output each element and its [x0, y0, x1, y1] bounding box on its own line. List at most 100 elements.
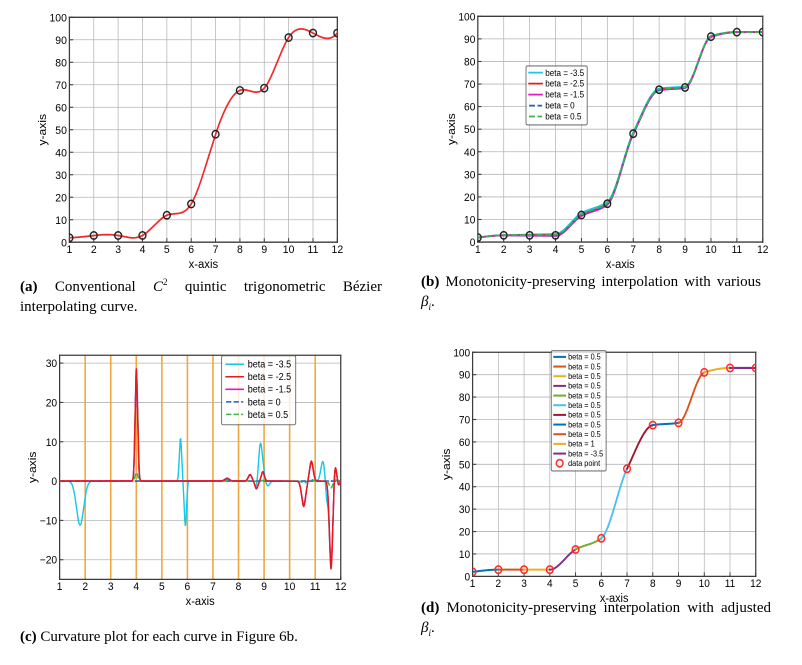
svg-text:11: 11	[308, 244, 319, 256]
svg-text:4: 4	[547, 578, 553, 591]
svg-text:90: 90	[459, 369, 470, 382]
svg-text:11: 11	[725, 578, 736, 591]
svg-text:9: 9	[261, 244, 267, 256]
svg-text:beta = 0.5: beta = 0.5	[568, 391, 601, 400]
svg-text:beta = -3.5: beta = -3.5	[248, 358, 291, 369]
svg-text:70: 70	[459, 414, 470, 427]
svg-text:9: 9	[261, 581, 267, 593]
svg-text:70: 70	[55, 80, 67, 92]
svg-text:3: 3	[108, 581, 114, 593]
svg-text:beta = 0.5: beta = 0.5	[568, 410, 601, 419]
svg-text:30: 30	[46, 358, 57, 370]
svg-text:beta = -2.5: beta = -2.5	[248, 371, 291, 382]
svg-text:5: 5	[579, 243, 585, 256]
svg-text:1: 1	[67, 244, 73, 256]
svg-text:50: 50	[55, 124, 67, 136]
svg-text:7: 7	[630, 243, 636, 256]
svg-text:5: 5	[164, 244, 170, 256]
svg-text:8: 8	[656, 243, 662, 256]
svg-text:12: 12	[335, 581, 346, 593]
svg-text:beta = 0.5: beta = 0.5	[568, 352, 601, 361]
svg-text:2: 2	[82, 581, 88, 593]
svg-text:2: 2	[496, 578, 502, 591]
svg-text:80: 80	[459, 392, 470, 405]
svg-text:50: 50	[464, 124, 475, 137]
svg-text:9: 9	[682, 243, 688, 256]
svg-text:10: 10	[459, 549, 470, 562]
svg-text:11: 11	[310, 581, 321, 593]
svg-text:90: 90	[55, 35, 67, 47]
svg-text:10: 10	[705, 243, 716, 256]
svg-text:100: 100	[453, 347, 470, 360]
svg-text:5: 5	[573, 578, 579, 591]
svg-text:x-axis: x-axis	[189, 258, 219, 271]
svg-text:30: 30	[55, 169, 67, 181]
svg-text:beta = 0.5: beta = 0.5	[568, 362, 601, 371]
svg-text:3: 3	[527, 243, 533, 256]
svg-text:7: 7	[213, 244, 219, 256]
svg-text:data point: data point	[568, 459, 601, 468]
svg-text:100: 100	[49, 12, 66, 24]
svg-text:100: 100	[458, 11, 475, 24]
svg-text:60: 60	[55, 102, 67, 114]
svg-text:beta = -3.5: beta = -3.5	[568, 449, 603, 458]
svg-text:4: 4	[140, 244, 146, 256]
svg-text:0: 0	[61, 237, 67, 249]
svg-text:20: 20	[55, 192, 67, 204]
svg-text:beta = 0.5: beta = 0.5	[568, 372, 601, 381]
svg-text:30: 30	[459, 504, 470, 517]
svg-text:60: 60	[459, 437, 470, 450]
svg-text:20: 20	[464, 192, 475, 205]
svg-text:11: 11	[732, 243, 743, 256]
svg-text:beta = 0.5: beta = 0.5	[568, 381, 601, 390]
svg-text:10: 10	[283, 244, 295, 256]
svg-text:10: 10	[55, 214, 67, 226]
svg-text:12: 12	[332, 244, 344, 256]
svg-text:beta = -1.5: beta = -1.5	[545, 89, 584, 99]
svg-text:beta = -1.5: beta = -1.5	[248, 383, 291, 394]
svg-text:0: 0	[470, 237, 476, 250]
svg-text:20: 20	[459, 526, 470, 539]
svg-text:beta = -2.5: beta = -2.5	[545, 78, 584, 88]
svg-text:10: 10	[284, 581, 295, 593]
svg-text:30: 30	[464, 169, 475, 182]
svg-text:beta = 0.5: beta = 0.5	[545, 111, 581, 121]
svg-text:10: 10	[464, 214, 475, 227]
svg-text:12: 12	[750, 578, 761, 591]
svg-text:5: 5	[159, 581, 165, 593]
svg-text:7: 7	[624, 578, 630, 591]
svg-text:6: 6	[605, 243, 611, 256]
svg-text:3: 3	[115, 244, 121, 256]
svg-text:3: 3	[521, 578, 527, 591]
svg-text:90: 90	[464, 34, 475, 47]
svg-text:1: 1	[470, 578, 476, 591]
svg-text:40: 40	[459, 481, 470, 494]
svg-text:9: 9	[676, 578, 682, 591]
svg-text:12: 12	[757, 243, 768, 256]
svg-text:beta = 0.5: beta = 0.5	[568, 420, 601, 429]
svg-text:0: 0	[465, 571, 471, 584]
svg-text:70: 70	[464, 79, 475, 92]
svg-text:8: 8	[237, 244, 243, 256]
svg-text:60: 60	[464, 101, 475, 114]
svg-text:x-axis: x-axis	[186, 595, 215, 609]
svg-text:−10: −10	[40, 515, 57, 527]
svg-text:10: 10	[699, 578, 710, 591]
svg-text:y-axis: y-axis	[445, 113, 457, 145]
svg-text:2: 2	[91, 244, 97, 256]
svg-text:6: 6	[185, 581, 191, 593]
svg-text:beta = 0: beta = 0	[545, 100, 575, 110]
svg-text:40: 40	[464, 146, 475, 159]
svg-text:x-axis: x-axis	[606, 258, 635, 272]
svg-text:2: 2	[501, 243, 507, 256]
svg-text:20: 20	[46, 397, 57, 409]
svg-text:40: 40	[55, 147, 67, 159]
svg-text:0: 0	[51, 476, 57, 488]
svg-text:10: 10	[46, 436, 57, 448]
svg-text:1: 1	[475, 243, 481, 256]
svg-text:6: 6	[598, 578, 604, 591]
svg-text:4: 4	[133, 581, 139, 593]
svg-text:beta = 0: beta = 0	[248, 396, 281, 407]
svg-text:4: 4	[553, 243, 559, 256]
svg-text:beta = 0.5: beta = 0.5	[248, 408, 288, 419]
